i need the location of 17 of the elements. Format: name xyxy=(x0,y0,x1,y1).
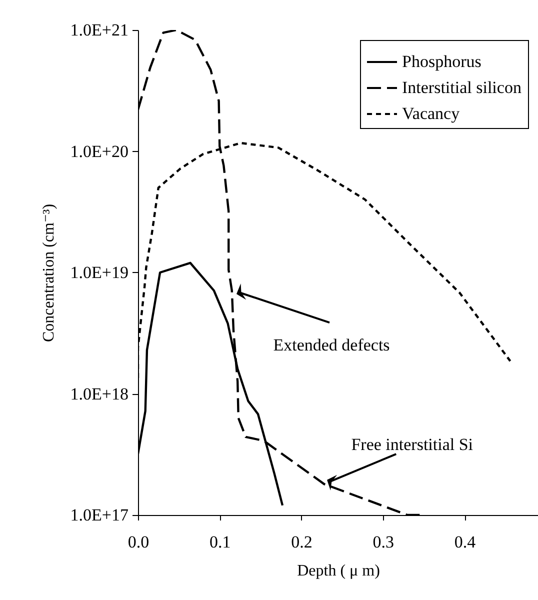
y-tick-label: 1.0E+17 xyxy=(70,506,129,524)
y-tick-label: 1.0E+20 xyxy=(70,142,128,161)
annotation: Extended defects xyxy=(273,336,390,355)
y-axis-title: Concentration (cm⁻³) xyxy=(40,204,58,342)
y-tick-label: 1.0E+19 xyxy=(70,263,128,282)
x-axis-title: Depth ( μ m) xyxy=(297,562,380,580)
annotation: Free interstitial Si xyxy=(351,435,474,454)
x-tick-label: 0.2 xyxy=(291,532,312,552)
x-tick-label: 0.3 xyxy=(372,532,394,552)
x-tick-label: 0.1 xyxy=(210,532,231,552)
x-tick-label: 0.0 xyxy=(128,532,150,552)
y-tick-label: 1.0E+18 xyxy=(70,384,128,404)
legend-label: Vacancy xyxy=(402,104,460,123)
x-tick-label: 0.4 xyxy=(454,532,476,552)
y-tick-label: 1.0E+21 xyxy=(70,20,128,40)
legend-label: Interstitial silicon xyxy=(402,78,522,97)
legend-label: Phosphorus xyxy=(402,52,482,71)
